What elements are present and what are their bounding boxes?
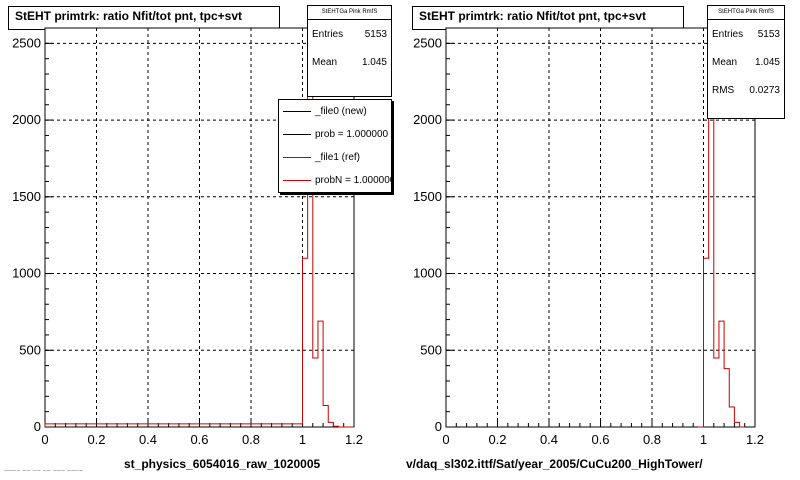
y-tick-label: 2500: [413, 35, 442, 50]
stats-mean-label: Mean: [312, 56, 338, 68]
chart-right: 0 0.2 0.4 0.6 0.8 1 1.2 0 500 1000 1500 2000 2500: [413, 27, 764, 447]
x-tick-label: 0.2: [87, 432, 105, 447]
y-tick-label: 1000: [413, 266, 442, 281]
x-tick-label: 0: [442, 432, 449, 447]
x-tick-label: 0.6: [190, 432, 208, 447]
x-tick-label: 1: [299, 432, 306, 447]
legend-entry-prob: prob = 1.000000: [279, 123, 391, 146]
legend-left: _file0 (new) prob = 1.000000 _file1 (ref…: [278, 99, 392, 193]
x-tick-label: 0.2: [488, 432, 506, 447]
stats-box-title: StEHTGa Pink RmfS: [708, 6, 784, 20]
stats-mean-value: 1.045: [361, 56, 387, 68]
stats-box-title: StEHTGa Pink RmfS: [308, 6, 391, 20]
legend-swatch: [283, 157, 311, 158]
y-tick-label: 1500: [413, 189, 442, 204]
y-tick-label: 0: [435, 419, 442, 434]
stats-entries-label: Entries: [312, 28, 344, 40]
x-axis-title-right: v/daq_sl302.ittf/Sat/year_2005/CuCu200_H…: [406, 457, 703, 471]
stats-box-right: StEHTGa Pink RmfS Entries 5153 Mean 1.045 …: [707, 5, 785, 119]
legend-entry-ref: _file1 (ref): [279, 146, 391, 169]
histogram-series: [44, 27, 354, 428]
x-axis-title-left: st_physics_6054016_raw_1020005: [124, 457, 321, 471]
legend-entry-probn: probN = 1.000000: [279, 169, 391, 192]
stats-entries-value: 5153: [757, 28, 780, 40]
y-tick-label: 2000: [12, 112, 41, 127]
legend-label: _file0 (new): [315, 106, 367, 117]
x-tick-label: 1.2: [345, 432, 363, 447]
footer-text: ~~~~ ~~ ~~ ~~ ~~~ ~~~~: [4, 468, 84, 475]
stats-box-left: StEHTGa Pink RmfS Entries 5153 Mean 1.045: [307, 5, 392, 97]
histogram-series: [698, 27, 745, 428]
stats-entries-value: 5153: [364, 28, 387, 40]
stats-mean-label: Mean: [712, 56, 738, 68]
x-tick-label: 0: [41, 432, 48, 447]
x-tick-label: 0.8: [242, 432, 260, 447]
y-tick-label: 500: [19, 342, 41, 357]
chart-title-left: StEHT primtrk: ratio Nfit/tot pnt, tpc+s…: [8, 6, 280, 30]
x-tick-label: 1.2: [746, 432, 764, 447]
x-tick-label: 0.4: [139, 432, 157, 447]
y-tick-label: 2500: [12, 35, 41, 50]
legend-swatch: [283, 111, 311, 112]
x-tick-label: 0.6: [591, 432, 609, 447]
y-tick-label: 2000: [413, 112, 442, 127]
stats-entries-label: Entries: [712, 28, 744, 40]
y-tick-label: 500: [420, 342, 442, 357]
y-tick-label: 1000: [12, 266, 41, 281]
y-tick-label: 0: [34, 419, 41, 434]
chart-left: 0 0.2 0.4 0.6 0.8 1 1.2 0 500 1000 1500 2000 2500: [12, 27, 363, 447]
stats-mean-value: 1.045: [754, 56, 780, 68]
x-tick-label: 1: [700, 432, 707, 447]
stats-rms-value: 0.0273: [749, 84, 780, 96]
legend-swatch: [283, 180, 311, 181]
legend-entry-new: _file0 (new): [279, 100, 391, 123]
x-tick-label: 0.8: [643, 432, 661, 447]
y-tick-label: 1500: [12, 189, 41, 204]
legend-swatch: [283, 134, 311, 135]
legend-label: prob = 1.000000: [315, 129, 389, 140]
x-tick-label: 0.4: [540, 432, 558, 447]
stats-rms-label: RMS: [712, 84, 735, 96]
legend-label: probN = 1.000000: [315, 175, 392, 186]
legend-label: _file1 (ref): [315, 152, 361, 163]
